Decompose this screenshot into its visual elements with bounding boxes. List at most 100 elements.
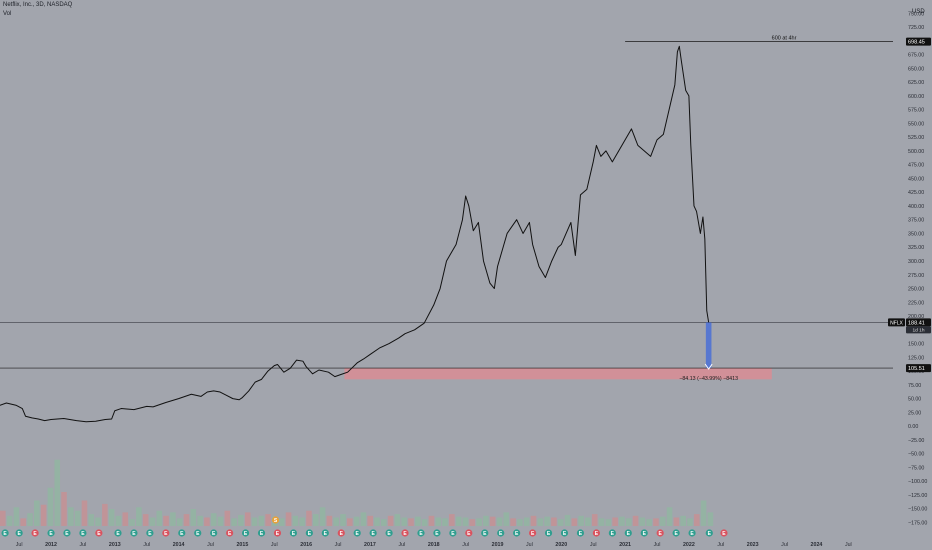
- marker-badge: [513, 529, 521, 537]
- earnings-marker[interactable]: E: [130, 529, 138, 537]
- marker-badge: [608, 529, 616, 537]
- volume-bar: [585, 517, 591, 526]
- earnings-marker[interactable]: E: [401, 529, 409, 537]
- earnings-marker[interactable]: E: [15, 529, 23, 537]
- earnings-marker[interactable]: E: [369, 529, 377, 537]
- earnings-marker[interactable]: E: [79, 529, 87, 537]
- earnings-marker[interactable]: E: [449, 529, 457, 537]
- x-tick-label: Jul: [590, 542, 597, 548]
- x-tick-label: 2014: [173, 542, 185, 548]
- earnings-marker[interactable]: E: [433, 529, 441, 537]
- earnings-marker[interactable]: E: [544, 529, 553, 537]
- event-markers[interactable]: E E E E E E E E E E E E E E E E E S E E E E E E E E E E E E E E E E E E E E E E…: [1, 516, 728, 537]
- volume-bar: [285, 512, 292, 526]
- volume-bar: [176, 518, 183, 526]
- earnings-marker[interactable]: E: [289, 529, 298, 537]
- marker-badge: [401, 529, 409, 537]
- marker-label: E: [33, 531, 37, 537]
- volume-bar: [326, 515, 333, 526]
- earnings-marker[interactable]: E: [656, 529, 664, 537]
- volume-bar: [108, 509, 115, 526]
- earnings-marker[interactable]: E: [273, 529, 282, 537]
- volume-bar: [68, 507, 74, 526]
- earnings-marker[interactable]: E: [592, 529, 600, 537]
- earnings-marker[interactable]: E: [576, 529, 585, 537]
- earnings-marker[interactable]: E: [114, 529, 122, 537]
- y-tick-label: −175.00: [908, 520, 927, 526]
- earnings-marker[interactable]: E: [63, 529, 71, 537]
- earnings-marker[interactable]: E: [560, 529, 569, 537]
- y-tick-label: 25.00: [908, 410, 921, 416]
- earnings-marker[interactable]: E: [31, 529, 39, 537]
- volume-indicator-label[interactable]: Vol: [3, 11, 12, 17]
- earnings-marker[interactable]: E: [226, 529, 234, 537]
- y-tick-label: 450.00: [908, 176, 924, 182]
- earnings-marker[interactable]: E: [720, 529, 728, 537]
- earnings-marker[interactable]: E: [210, 529, 218, 537]
- earnings-marker[interactable]: E: [640, 529, 648, 537]
- marker-label: E: [49, 531, 53, 537]
- marker-badge: [79, 529, 87, 537]
- marker-badge: [369, 529, 377, 537]
- earnings-marker[interactable]: E: [95, 529, 103, 537]
- earnings-marker[interactable]: E: [47, 529, 55, 537]
- volume-bar: [551, 517, 557, 526]
- price-label-box: [906, 318, 931, 327]
- marker-label: E: [531, 531, 535, 537]
- x-tick-label: Jul: [398, 542, 405, 548]
- time-axis[interactable]: Jul 2012 Jul 2013 Jul 2014 Jul 2015 Jul 2016 Jul 20…: [16, 542, 852, 548]
- earnings-marker[interactable]: E: [337, 529, 345, 537]
- earnings-marker[interactable]: E: [481, 529, 489, 537]
- marker-label: E: [690, 531, 694, 537]
- volume-bar: [95, 517, 101, 526]
- marker-label: E: [371, 531, 375, 537]
- earnings-marker[interactable]: E: [1, 529, 9, 537]
- earnings-marker[interactable]: E: [529, 529, 537, 537]
- y-tick-label: 275.00: [908, 273, 924, 279]
- measure-tool[interactable]: −84.13 (−43.99%) −8413: [679, 322, 738, 382]
- earnings-marker[interactable]: E: [305, 529, 313, 537]
- earnings-marker[interactable]: E: [688, 529, 696, 537]
- volume-bar: [544, 516, 550, 526]
- volume-bar: [653, 518, 659, 526]
- y-tick-label: 325.00: [908, 245, 924, 251]
- y-tick-label: 150.00: [908, 342, 924, 348]
- marker-badge: [544, 529, 553, 537]
- volume-bars: [0, 459, 714, 526]
- support-zone[interactable]: [344, 368, 772, 380]
- earnings-marker[interactable]: E: [624, 529, 632, 537]
- earnings-marker[interactable]: E: [497, 529, 505, 537]
- earnings-marker[interactable]: E: [465, 529, 473, 537]
- countdown-label: 1d 1h: [912, 328, 924, 334]
- earnings-marker[interactable]: E: [146, 529, 154, 537]
- marker-label: E: [180, 531, 184, 537]
- earnings-marker[interactable]: E: [178, 529, 186, 537]
- split-marker[interactable]: S: [271, 516, 280, 524]
- marker-label: E: [276, 531, 280, 537]
- measure-bar: [705, 322, 712, 369]
- earnings-marker[interactable]: E: [672, 529, 680, 537]
- earnings-marker[interactable]: E: [417, 529, 425, 537]
- earnings-marker[interactable]: E: [385, 529, 393, 537]
- x-tick-label: 2019: [492, 542, 504, 548]
- earnings-marker[interactable]: E: [162, 529, 170, 537]
- x-tick-label: Jul: [80, 542, 87, 548]
- earnings-marker[interactable]: E: [257, 529, 266, 537]
- earnings-marker[interactable]: E: [194, 529, 202, 537]
- horizontal-lines[interactable]: 600 at 4hr: [0, 36, 893, 369]
- price-axis[interactable]: 750.00725.00700.00675.00650.00625.00600.…: [908, 11, 927, 526]
- earnings-marker[interactable]: E: [353, 529, 361, 537]
- volume-bar: [523, 517, 530, 526]
- volume-bar: [680, 515, 686, 526]
- earnings-marker[interactable]: E: [321, 529, 329, 537]
- earnings-marker[interactable]: E: [513, 529, 521, 537]
- price-line: [0, 45, 710, 423]
- volume-bar: [265, 514, 271, 526]
- volume-bar: [367, 515, 374, 526]
- earnings-marker[interactable]: E: [241, 529, 250, 537]
- earnings-marker[interactable]: E: [608, 529, 616, 537]
- earnings-marker[interactable]: E: [705, 529, 713, 537]
- volume-bar: [238, 514, 244, 526]
- volume-bar: [598, 518, 605, 526]
